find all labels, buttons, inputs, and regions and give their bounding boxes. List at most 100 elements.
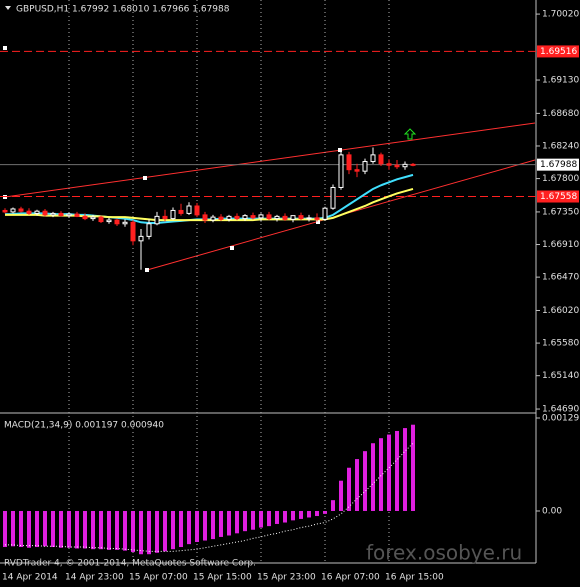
x-tick-label: 15 Apr 07:00 [129,573,188,583]
anchor [338,148,342,152]
macd-bar [227,510,231,536]
price-label: 1.67988 [540,160,577,170]
macd-bar [123,510,127,551]
candle-body [402,163,408,168]
macd-bar [147,510,151,555]
candle-body [146,223,152,237]
macd-bar [275,510,279,524]
up-arrow [403,128,417,140]
x-tick-label: 14 Apr 2014 [2,573,58,583]
macd-bar [11,510,15,547]
macd-bar [171,510,175,550]
y-tick-label: 1.65580 [542,339,579,349]
candle-body [186,205,192,214]
macd-bar [3,510,7,548]
macd-bar [75,510,79,549]
macd-bar [99,510,103,550]
candle-body [394,164,400,168]
macd-bar [339,480,343,511]
y-tick-label: 1.66020 [542,306,579,316]
level-label-box [537,190,579,203]
anchor [316,220,320,224]
candle-body [410,163,416,166]
y-tick-label: 1.64690 [542,405,579,415]
candle-body [2,209,8,213]
macd-bar [139,510,143,555]
macd-title: MACD(21,34,9) 0.001197 0.000940 [4,421,164,431]
macd-bar [307,510,311,518]
anchor [143,176,147,180]
candle-body [10,208,16,213]
y-tick-label: 1.70020 [542,10,579,20]
candle-body [130,221,136,242]
macd-bar [195,510,199,542]
y-tick-label: 1.69130 [542,76,579,86]
candle-body [226,215,232,220]
macd-bar [347,467,351,511]
y-tick-label: 1.67800 [542,174,579,184]
candle-body [362,161,368,172]
candle-body [330,186,336,209]
candle-body [26,210,32,214]
candle-body [370,154,376,163]
level-label: 1.67558 [540,192,577,202]
macd-bar [91,510,95,550]
candle-body [306,217,312,220]
macd-bar [315,510,319,517]
watermark: forex.osobye.ru [366,541,522,565]
x-tick-label: 15 Apr 23:00 [257,573,316,583]
x-tick-label: 16 Apr 07:00 [321,573,380,583]
candle-body [74,213,80,217]
level-label: 1.69516 [540,47,577,57]
x-tick-label: 14 Apr 23:00 [65,573,124,583]
candle-body [154,215,160,225]
y-tick-label: 1.66910 [542,240,579,250]
candle-body [162,215,168,220]
anchor [3,46,7,50]
macd-bar [83,510,87,549]
candle-body [122,221,128,225]
candle-body [98,216,104,223]
level-label-box [537,45,579,58]
candle-body [290,215,296,220]
trend-line [4,122,536,198]
macd-bar [291,510,295,521]
candle-body [50,212,56,216]
candle-body [218,216,224,220]
menu-icon [5,6,11,10]
macd-bar [355,459,359,511]
macd-bar [259,510,263,528]
candle-body [274,215,280,220]
macd-bar [379,438,383,511]
macd-bar [43,510,47,547]
y-tick-label: 0.00 [542,506,562,516]
macd-bar [211,510,215,540]
macd-bar [235,510,239,534]
macd-bar [155,510,159,553]
candle-body [42,210,48,216]
anchor [145,268,149,272]
candle-body [114,219,120,225]
macd-bar [59,510,63,548]
macd-bar [267,510,271,527]
signal-line [5,442,414,552]
x-tick-label: 16 Apr 15:00 [385,573,444,583]
macd-bar [331,500,335,511]
macd-bar [323,510,327,514]
y-tick-label: 1.66470 [542,273,579,283]
candle-body [138,235,144,242]
candle-body [314,217,320,220]
price-label-box [537,158,579,171]
macd-bar [387,434,391,511]
macd-bar [115,510,119,550]
macd-bar [299,510,303,519]
candle-body [106,219,112,223]
macd-bar [67,510,71,548]
candle-body [386,163,392,166]
macd-bar [363,451,367,511]
y-tick-label: 1.67350 [542,207,579,217]
candle-body [234,215,240,220]
candle-body [298,215,304,220]
